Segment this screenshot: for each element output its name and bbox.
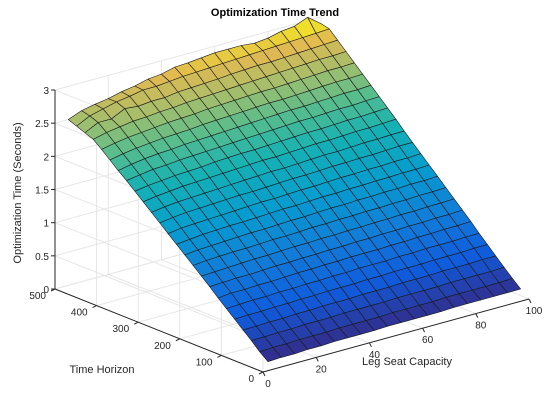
y-tick [175,338,181,342]
x-tick [368,342,372,348]
y-axis-line [54,288,264,373]
y-axis-label: Time Horizon [70,364,135,376]
chart-title: Optimization Time Trend [211,7,339,19]
y-tick [258,371,264,375]
y-tick-label: 200 [154,341,171,352]
axes: 020406080100010020030040050000.511.522.5… [29,86,542,390]
z-tick-label: 0 [43,285,49,296]
x-tick-label: 40 [369,350,381,361]
y-tick-label: 0 [248,374,254,385]
x-tick [528,298,532,304]
surface-patch [498,278,522,294]
x-tick-label: 60 [422,335,434,346]
x-axis-label: Leg Seat Capacity [362,356,452,368]
y-tick-label: 400 [71,308,88,319]
z-axis-label: Optimization Time (Seconds) [12,122,24,263]
x-tick [315,357,319,362]
x-tick-label: 0 [265,379,271,390]
x-tick [422,327,426,333]
z-tick-label: 2 [43,152,49,163]
x-tick-label: 20 [316,364,328,375]
y-tick [92,305,97,309]
x-axis-line [262,298,530,373]
x-tick [475,313,479,318]
z-tick-label: 0.5 [35,252,49,263]
axis-labels-group: Optimization Time Trend Leg Seat Capacit… [12,7,452,376]
y-tick-label: 300 [113,324,130,335]
y-tick-label: 100 [196,357,213,368]
y-tick [217,354,222,358]
x-tick-label: 80 [475,321,487,332]
y-tick-label: 500 [29,291,46,302]
x-tick-label: 100 [526,306,543,317]
z-tick-label: 2.5 [35,119,49,130]
x-tick [262,371,266,377]
z-tick-label: 1 [43,219,49,230]
z-tick-label: 3 [43,86,49,97]
surface-patches [68,16,522,363]
z-tick-label: 1.5 [35,186,49,197]
y-tick [133,321,139,325]
